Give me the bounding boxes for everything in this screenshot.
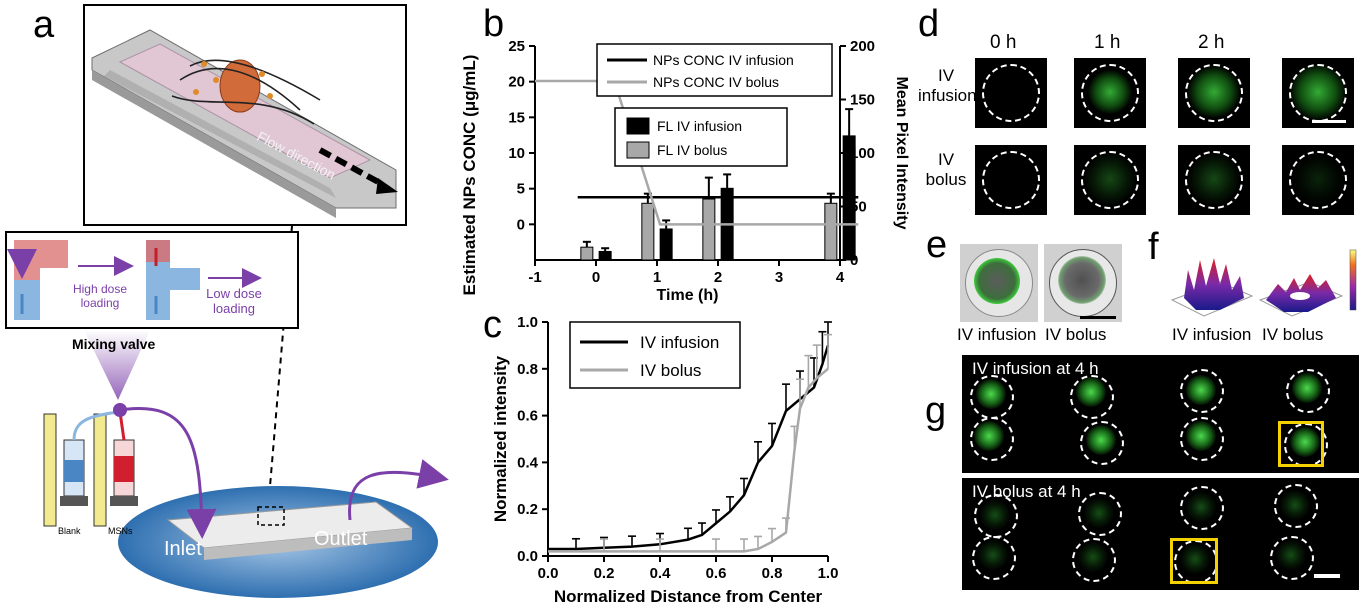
b-bar	[702, 198, 716, 261]
scale-bar-d	[1312, 120, 1346, 123]
b-xtick-label: 3	[775, 269, 783, 286]
g-bolus-highlight	[1170, 538, 1218, 584]
d-infusion-4h	[1282, 58, 1354, 128]
b-xtick-label: -1	[528, 269, 541, 286]
b-legend-bar-label: FL IV bolus	[657, 142, 727, 158]
e-label-bolus: IV bolus	[1045, 325, 1107, 344]
b-ytick-left-label: 20	[508, 74, 525, 91]
panel-label-b: b	[483, 3, 505, 45]
panel-label-f: f	[1148, 226, 1159, 268]
outlet-label: Outlet	[314, 528, 368, 550]
f-label-bolus: IV bolus	[1262, 325, 1324, 344]
f-label-infusion: IV infusion	[1172, 325, 1252, 344]
c-ytick-label: 0.4	[517, 454, 539, 471]
e-bolus-image	[1044, 244, 1122, 322]
b-legend-bar-label: FL IV infusion	[657, 118, 742, 134]
b-legend-line-label: NPs CONC IV bolus	[653, 74, 779, 90]
low-dose-label: Low dose loading	[206, 286, 262, 316]
g-bolus-panel: IV bolus at 4 h	[962, 478, 1359, 590]
b-ytick-left-label: 5	[517, 181, 525, 198]
e-label-infusion: IV infusion	[957, 325, 1037, 344]
b-xtick-label: 0	[592, 269, 600, 286]
b-ytick-right-label: 100	[850, 145, 875, 162]
b-legend-bar-swatch	[626, 141, 650, 159]
g-infusion-highlight	[1278, 421, 1324, 467]
d-infusion-2h	[1178, 58, 1250, 128]
d-bolus-0h	[975, 145, 1047, 215]
b-ytick-right-label: 200	[850, 38, 875, 55]
panel-label-a: a	[33, 4, 55, 46]
c-xlabel: Normalized Distance from Center	[554, 587, 823, 606]
b-ytick-left-label: 15	[508, 109, 525, 126]
inlet-label: Inlet	[164, 538, 202, 560]
c-xtick-label: 0.6	[706, 565, 727, 582]
c-ytick-label: 0.6	[517, 408, 538, 425]
c-legend-label: IV bolus	[640, 361, 701, 380]
blank-label: Blank	[58, 526, 81, 536]
b-bar	[580, 246, 594, 261]
b-bar	[598, 250, 612, 261]
b-ylabel-right: Mean Pixel Intensity	[893, 77, 910, 230]
b-xtick-label: 4	[836, 269, 845, 286]
d-bolus-4h	[1282, 145, 1354, 215]
c-xtick-label: 0.4	[650, 565, 672, 582]
time-0h: 0 h	[990, 32, 1017, 53]
time-1h: 1 h	[1094, 32, 1121, 53]
high-dose-label: High dose loading	[72, 282, 128, 310]
row-label-infusion: IV infusion	[918, 66, 977, 105]
b-ytick-left-label: 0	[517, 216, 525, 233]
b-legend-lines-box	[596, 43, 833, 97]
row-label-bolus: IV bolus	[925, 150, 967, 189]
b-legend-line-label: NPs CONC IV infusion	[653, 52, 794, 68]
d-bolus-2h	[1178, 145, 1250, 215]
panel-d-times: 0 h 1 h 2 h	[978, 32, 1358, 54]
b-xtick-label: 2	[714, 269, 722, 286]
c-xtick-label: 0.2	[594, 565, 615, 582]
mixing-valve-label: Mixing valve	[72, 336, 156, 352]
b-ytick-left-label: 25	[508, 38, 525, 55]
scale-bar-g	[1314, 574, 1340, 578]
c-ylabel: Normalized intensity	[491, 355, 510, 522]
c-legend-label: IV infusion	[640, 333, 719, 352]
time-2h: 2 h	[1198, 32, 1225, 53]
b-legend-bar-swatch	[626, 117, 650, 135]
scale-bar-e	[1080, 316, 1116, 319]
d-infusion-1h	[1074, 58, 1146, 128]
panel-label-c: c	[483, 304, 502, 346]
c-xtick-label: 0.8	[762, 565, 783, 582]
b-bar	[641, 202, 655, 261]
msns-label: MSNs	[108, 526, 133, 536]
g-infusion-panel: IV infusion at 4 h	[962, 355, 1359, 473]
d-infusion-0h	[975, 58, 1047, 128]
c-ytick-label: 0.2	[517, 501, 538, 518]
b-ytick-right-label: 150	[850, 92, 875, 109]
c-ytick-label: 0.0	[517, 548, 538, 565]
c-xtick-label: 0.0	[538, 565, 559, 582]
e-infusion-image	[960, 244, 1038, 322]
chart-c: 0.0 0.2 0.4 0.6 0.8 1.0 0.0 0.2 0.4 0.6 0.8 1.0 Norm…	[491, 314, 839, 606]
f-surface-plots	[1170, 249, 1357, 317]
b-bar	[824, 202, 838, 261]
g-infusion-title: IV infusion at 4 h	[972, 359, 1099, 378]
b-ylabel-left: Estimated NPs CONC (μg/mL)	[460, 55, 479, 296]
c-xtick-label: 1.0	[818, 565, 839, 582]
b-xlabel: Time (h)	[657, 287, 719, 304]
panel-label-g: g	[925, 390, 947, 432]
d-bolus-1h	[1074, 145, 1146, 215]
b-ytick-left-label: 10	[508, 145, 525, 162]
c-ytick-label: 1.0	[517, 314, 538, 331]
b-bar	[659, 228, 673, 261]
panel-a-schematic	[5, 4, 449, 598]
c-legend-box	[569, 321, 741, 389]
c-ytick-label: 0.8	[517, 361, 538, 378]
panel-label-d: d	[918, 3, 940, 45]
panel-label-e: e	[926, 224, 948, 266]
b-xtick-label: 1	[653, 269, 661, 286]
